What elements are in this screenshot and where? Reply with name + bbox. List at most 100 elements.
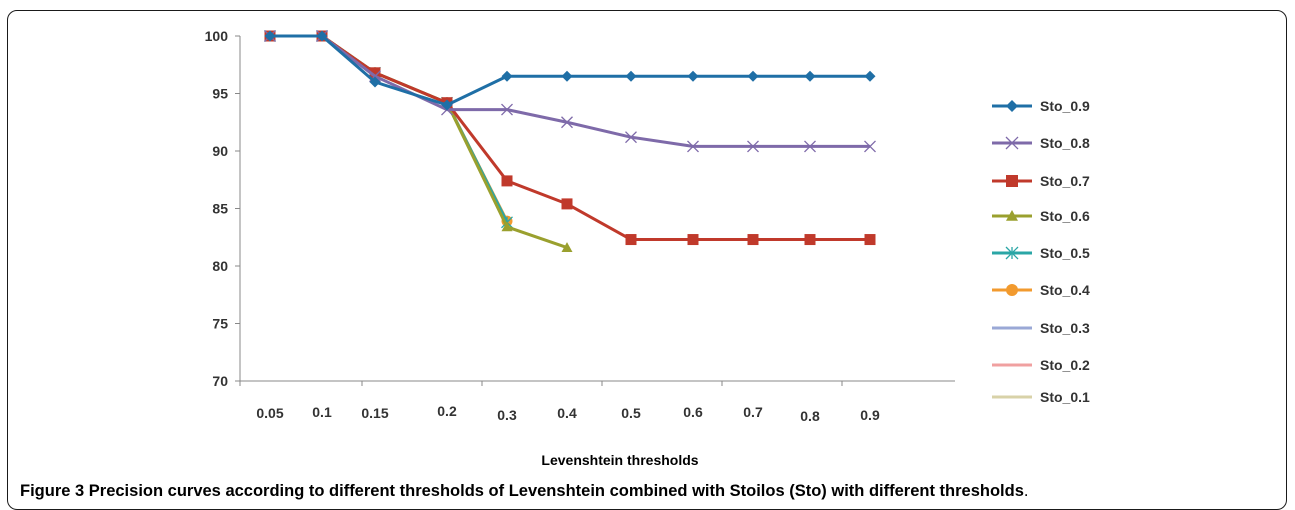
data-point [369,67,381,79]
y-tick-label: 75 [212,316,228,332]
series-line [270,34,509,222]
series-line [270,34,870,107]
data-point [687,70,699,82]
line-chart: 70 75 80 85 90 95 100 0.05 0.1 0.15 0.2 0.3 0.4 0.5 0.… [205,28,1090,468]
data-point [561,198,573,210]
data-point [864,70,876,82]
data-point [747,140,759,153]
x-tick-label: 0.9 [860,407,880,423]
data-point [501,103,513,116]
data-point [625,131,637,144]
series-sto_0-2 [270,34,509,222]
data-point [747,70,759,82]
data-point-stroke [561,116,573,129]
x-tick-label: 0.7 [743,404,763,420]
series-sto_0-1 [270,34,509,222]
caption-label: Figure 3 [20,482,85,500]
data-point-stroke [1005,136,1019,150]
data-point [687,234,699,246]
legend-item: Sto_0.8 [992,135,1090,151]
chart-legend: Sto_0.9 Sto_0.8 Sto_0.7 Sto_0.6 Sto_0.5 Sto_0… [992,98,1090,405]
data-point [1006,284,1018,296]
data-point [864,140,876,153]
legend-item: Sto_0.2 [992,357,1090,373]
data-point-stroke [501,103,513,116]
x-tick-label: 0.1 [312,404,332,420]
chart-axes: 70 75 80 85 90 95 100 0.05 0.1 0.15 0.2 0.3 0.4 0.5 0.… [205,28,955,424]
series-sto_0-8 [264,30,876,153]
legend-item: Sto_0.3 [992,320,1090,336]
caption-text: Precision curves according to different … [88,482,1024,500]
data-point [561,70,573,82]
data-point [561,242,573,252]
series-sto_0-4 [264,30,513,227]
x-tick-label: 0.3 [497,407,517,423]
series-line [270,34,509,223]
legend-label: Sto_0.5 [1040,245,1090,261]
series-line [270,34,870,148]
data-point [1006,210,1018,221]
data-point [747,234,759,246]
series-line [270,34,509,222]
data-point [316,30,328,42]
legend-item: Sto_0.6 [992,208,1090,224]
data-point [1006,175,1018,187]
data-point-stroke [747,140,759,153]
series-sto_0-3 [270,34,509,222]
legend-label: Sto_0.6 [1040,208,1090,224]
data-point [625,234,637,246]
y-tick-label: 90 [212,143,228,159]
data-point [501,70,513,82]
series-line [270,34,509,222]
data-point-stroke [687,140,699,153]
y-tick-label: 80 [212,258,228,274]
y-tick-label: 85 [212,201,228,217]
legend-label: Sto_0.2 [1040,357,1090,373]
data-point [625,70,637,82]
legend-item: Sto_0.7 [992,173,1090,189]
y-tick-label: 100 [205,28,229,44]
x-tick-label: 0.6 [683,404,703,420]
data-point [804,234,816,246]
x-tick-label: 0.2 [437,403,457,419]
x-tick-label: 0.05 [256,405,283,421]
legend-label: Sto_0.1 [1040,389,1090,405]
figure-caption: Figure 3 Precision curves according to d… [20,482,1280,501]
x-axis-label: Levenshtein thresholds [541,452,698,468]
caption-end: . [1023,482,1029,500]
chart-series [264,30,876,252]
legend-item: Sto_0.5 [992,245,1090,261]
x-tick-label: 0.15 [361,405,388,421]
data-point [804,70,816,82]
legend-item: Sto_0.1 [992,389,1090,405]
legend-item: Sto_0.4 [992,282,1090,298]
legend-label: Sto_0.4 [1040,282,1090,298]
series-sto_0-5 [264,30,513,229]
data-point [804,140,816,153]
data-point [441,99,453,111]
legend-label: Sto_0.3 [1040,320,1090,336]
data-point-stroke [804,140,816,153]
y-tick-label: 70 [212,373,228,389]
data-point [264,30,276,42]
y-tick-label: 95 [212,86,228,102]
legend-item: Sto_0.9 [992,98,1090,114]
data-point-stroke [864,140,876,153]
x-tick-label: 0.8 [800,408,820,424]
series-sto_0-6 [264,30,573,252]
data-point [561,116,573,129]
series-sto_0-9 [264,30,876,111]
data-point-stroke [625,131,637,144]
data-point [369,76,381,88]
data-point [687,140,699,153]
legend-label: Sto_0.9 [1040,98,1090,114]
data-point [501,175,513,187]
x-tick-label: 0.4 [557,405,577,421]
legend-label: Sto_0.7 [1040,173,1090,189]
series-line [270,34,509,222]
legend-label: Sto_0.8 [1040,135,1090,151]
data-point [501,221,513,232]
data-point [1006,100,1018,112]
x-tick-label: 0.5 [621,405,641,421]
data-point [864,234,876,246]
